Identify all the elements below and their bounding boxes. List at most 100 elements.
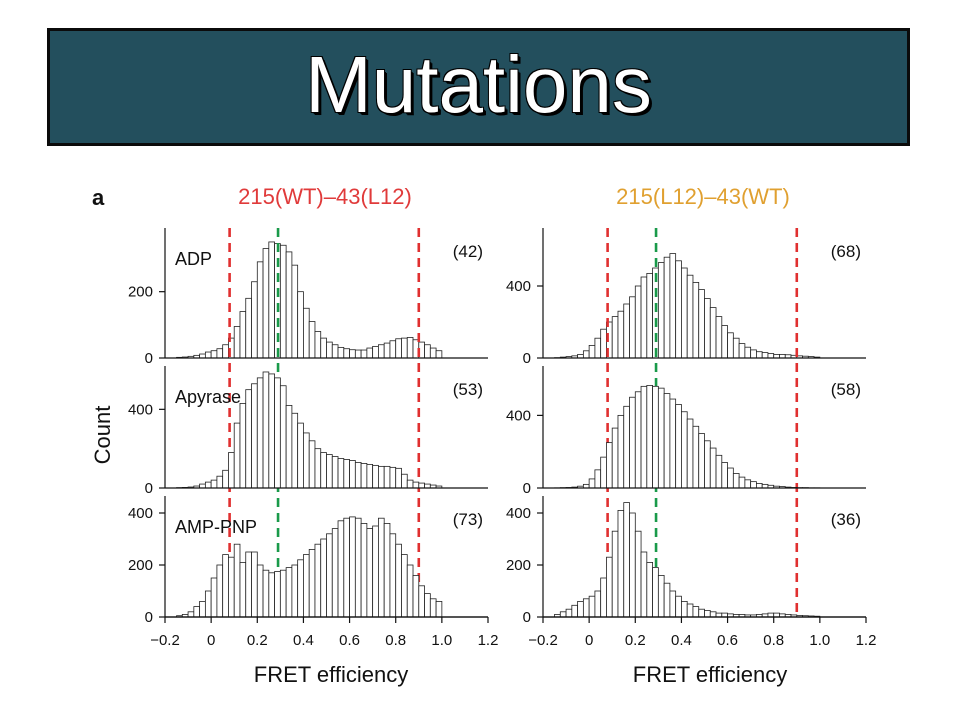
condition-label: Apyrase bbox=[175, 387, 241, 407]
histogram-bar bbox=[692, 606, 700, 618]
histogram-bar bbox=[383, 523, 391, 618]
histogram-bar bbox=[767, 353, 775, 359]
histogram-bar bbox=[303, 432, 310, 489]
histogram-bar bbox=[256, 261, 264, 359]
histogram-bar bbox=[354, 517, 362, 618]
histogram-bar bbox=[732, 337, 740, 359]
histogram-bar bbox=[326, 533, 333, 618]
histogram-bar bbox=[600, 577, 607, 618]
histogram-bar bbox=[354, 349, 362, 359]
histogram-bar bbox=[698, 608, 705, 618]
histogram-bar bbox=[372, 464, 379, 489]
histogram-bar bbox=[343, 517, 350, 618]
histogram-bar bbox=[314, 543, 322, 618]
histogram-bar bbox=[245, 297, 252, 359]
column-header-left: 215(WT)–43(L12) bbox=[238, 184, 412, 209]
condition-label: AMP-PNP bbox=[175, 517, 257, 537]
histogram-bar bbox=[698, 433, 705, 489]
histogram-bar bbox=[349, 349, 356, 359]
y-tick-label: 200 bbox=[128, 557, 153, 574]
histogram-bar bbox=[366, 528, 374, 618]
histogram-bar bbox=[652, 385, 659, 489]
histogram-bar bbox=[297, 291, 304, 359]
histogram-bar bbox=[256, 377, 264, 489]
histogram-bar bbox=[222, 469, 229, 489]
histogram-bar bbox=[663, 582, 671, 618]
histogram-bar bbox=[401, 337, 408, 359]
histogram-bar bbox=[657, 262, 665, 359]
histogram-bar bbox=[320, 538, 327, 618]
histogram-bar bbox=[320, 337, 327, 359]
histogram-bar bbox=[704, 298, 711, 359]
histogram-bar bbox=[406, 337, 414, 359]
histogram-bar bbox=[268, 373, 275, 489]
x-axis-label-left: FRET efficiency bbox=[254, 662, 408, 687]
histogram-bar bbox=[640, 276, 648, 359]
histogram-bar bbox=[657, 575, 665, 618]
condition-label: ADP bbox=[175, 249, 212, 269]
histogram-bar bbox=[326, 341, 333, 359]
y-tick-label: 0 bbox=[145, 480, 153, 497]
histogram-bar bbox=[216, 475, 224, 489]
y-tick-label: 0 bbox=[145, 350, 153, 367]
histogram-bar bbox=[337, 346, 345, 359]
histogram-bar bbox=[251, 383, 258, 489]
histogram-bar bbox=[320, 452, 327, 489]
histogram-bar bbox=[314, 331, 322, 359]
histogram-bar bbox=[297, 422, 304, 489]
histogram-bar bbox=[383, 465, 391, 489]
histogram-bar bbox=[308, 549, 316, 618]
histogram-bar bbox=[279, 244, 287, 359]
x-tick-label: 0.4 bbox=[293, 632, 314, 649]
histogram-bar bbox=[245, 389, 252, 489]
x-tick-label: 0.6 bbox=[339, 632, 360, 649]
x-tick-label: 0.8 bbox=[385, 632, 406, 649]
histogram-bar bbox=[366, 347, 374, 359]
histogram-bar bbox=[692, 281, 700, 359]
histogram-bar bbox=[727, 467, 734, 489]
histogram-bar bbox=[204, 481, 212, 489]
histogram-bar bbox=[686, 274, 694, 359]
histogram-bar bbox=[233, 422, 241, 489]
histogram-bar bbox=[571, 604, 579, 618]
histogram-bar bbox=[646, 385, 653, 489]
histogram-bar bbox=[279, 569, 287, 618]
histogram-bar bbox=[681, 267, 688, 359]
histogram-left-bottom: 0 200 400 (73) AMP-PNP −0.2 0 0.2 0.4 0.6 0.8 1.0 1.… bbox=[128, 496, 498, 649]
histogram-bar bbox=[389, 340, 397, 359]
histogram-bar bbox=[646, 562, 653, 618]
histogram-bar bbox=[588, 344, 596, 359]
histogram-right-middle: 0 400 (58) bbox=[506, 366, 866, 497]
histogram-bar bbox=[395, 467, 402, 489]
histogram-bar bbox=[669, 398, 677, 489]
y-tick-label: 400 bbox=[506, 505, 531, 522]
histogram-bar bbox=[594, 590, 602, 618]
histogram-bar bbox=[228, 452, 235, 489]
histogram-bar bbox=[193, 606, 201, 618]
y-tick-label: 0 bbox=[523, 350, 531, 367]
histogram-bar bbox=[366, 463, 374, 489]
histogram-bar bbox=[732, 473, 740, 489]
histogram-bar bbox=[663, 256, 671, 359]
histogram-bar bbox=[378, 517, 385, 618]
histogram-bar bbox=[395, 543, 402, 618]
histogram-bar bbox=[401, 554, 408, 618]
histogram-bar bbox=[303, 307, 310, 359]
histogram-bar bbox=[675, 404, 682, 489]
histogram-bar bbox=[378, 344, 385, 359]
histogram-bar bbox=[222, 554, 229, 618]
x-axis: −0.2 0 0.2 0.4 0.6 0.8 1.0 1.2 bbox=[528, 616, 876, 649]
histogram-bar bbox=[657, 387, 665, 489]
histogram-bar bbox=[611, 427, 619, 489]
histogram-bar bbox=[204, 590, 212, 618]
histogram-bar bbox=[435, 350, 443, 359]
x-tick-label: 0.2 bbox=[247, 632, 268, 649]
histogram-bar bbox=[262, 371, 270, 489]
histogram-bar bbox=[331, 528, 339, 618]
histogram-bar bbox=[634, 285, 642, 359]
histogram-bar bbox=[565, 608, 573, 618]
slide-title: Mutations bbox=[305, 40, 652, 129]
sample-count: (42) bbox=[453, 242, 483, 261]
histogram-bar bbox=[634, 530, 642, 618]
histogram-bar bbox=[274, 571, 281, 618]
